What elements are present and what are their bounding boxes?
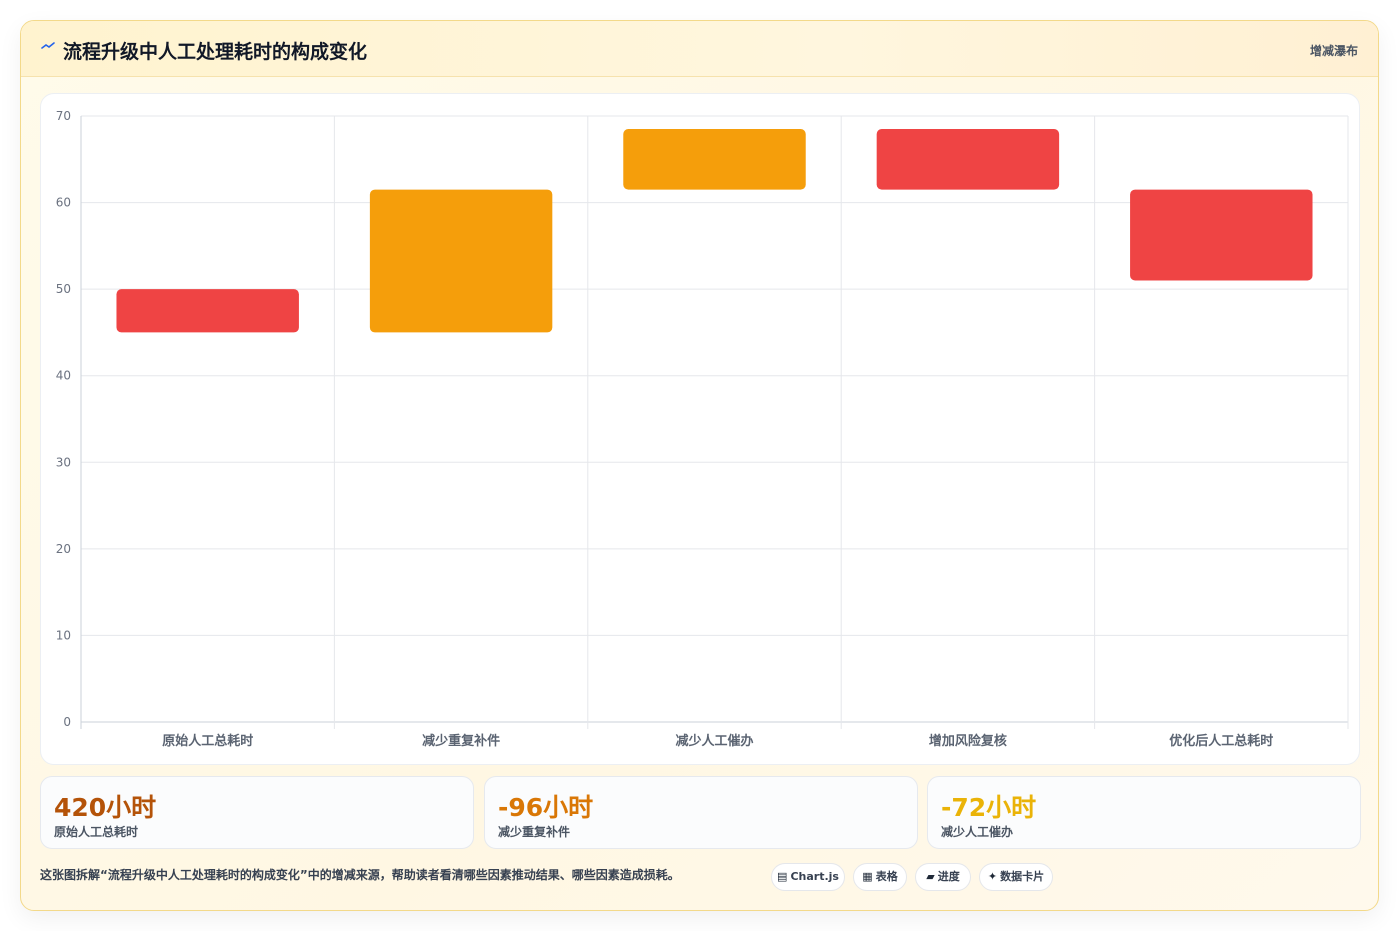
stat-cards: 420小时 原始人工总耗时 -96小时 减少重复补件 -72小时 减少人工催办: [40, 776, 1361, 849]
chart-icon: ▤: [777, 870, 788, 883]
y-tick-label: 30: [56, 455, 71, 469]
chart-title: 流程升级中人工处理耗时的构成变化: [63, 41, 368, 63]
pill-data-card[interactable]: ✦ 数据卡片: [979, 863, 1053, 891]
stat-label: 减少重复补件: [498, 825, 571, 839]
stat-value: -72小时: [941, 793, 1037, 822]
stat-card: -72小时 减少人工催办: [927, 776, 1361, 849]
y-tick-label: 10: [56, 628, 71, 642]
stat-value: -96小时: [498, 793, 594, 822]
waterfall-chart: 0 10 20 30 40 50 60 70 原始人工总耗时 减少重复补件 减少人工催办 增加风险复核…: [56, 109, 1349, 749]
y-tick-label: 50: [56, 282, 71, 296]
y-tick-label: 70: [56, 109, 71, 123]
waterfall-bar: [876, 128, 1060, 190]
waterfall-bar: [116, 289, 299, 333]
stat-card: -96小时 减少重复补件: [484, 776, 918, 849]
waterfall-bar: [369, 189, 553, 333]
x-tick-label: 优化后人工总耗时: [1169, 733, 1273, 749]
chart-panel: 0 10 20 30 40 50 60 70 原始人工总耗时 减少重复补件 减少人工催办 增加风险复核…: [40, 93, 1360, 765]
pill-label: 进度: [937, 870, 960, 883]
waterfall-bar: [623, 128, 806, 190]
x-tick-label: 减少人工催办: [675, 733, 753, 749]
pill-table[interactable]: ▦ 表格: [853, 863, 907, 891]
stat-value: 420小时: [54, 793, 157, 822]
y-tick-label: 60: [56, 196, 71, 210]
waterfall-bar: [1130, 189, 1313, 281]
sparkle-icon: ✦: [987, 870, 998, 883]
pill-label: 数据卡片: [1000, 870, 1045, 883]
waterfall-icon: [41, 42, 55, 49]
x-tick-label: 原始人工总耗时: [162, 733, 253, 749]
progress-icon: ▰: [926, 870, 935, 883]
x-tick-label: 增加风险复核: [929, 733, 1007, 749]
pill-chartjs[interactable]: ▤ Chart.js: [771, 863, 845, 891]
stat-label: 原始人工总耗时: [54, 825, 139, 839]
y-tick-label: 0: [63, 715, 71, 729]
stat-card: 420小时 原始人工总耗时: [40, 776, 474, 849]
pill-label: 表格: [875, 870, 898, 883]
chart-card: 流程升级中人工处理耗时的构成变化 增减瀑布 0 10 20 30 40 50 60 70 原始人…: [20, 20, 1379, 911]
x-tick-label: 减少重复补件: [422, 733, 500, 749]
pill-progress[interactable]: ▰ 进度: [915, 863, 971, 891]
y-tick-label: 20: [56, 542, 71, 556]
chart-type-tag: 增减瀑布: [1309, 44, 1358, 58]
table-icon: ▦: [862, 870, 873, 883]
y-tick-label: 40: [56, 369, 71, 383]
chart-description: 这张图拆解“流程升级中人工处理耗时的构成变化”中的增减来源，帮助读者看清哪些因素…: [40, 868, 680, 882]
stat-label: 减少人工催办: [941, 825, 1014, 839]
pill-label: Chart.js: [790, 870, 839, 883]
card-header: 流程升级中人工处理耗时的构成变化 增减瀑布: [21, 21, 1378, 77]
